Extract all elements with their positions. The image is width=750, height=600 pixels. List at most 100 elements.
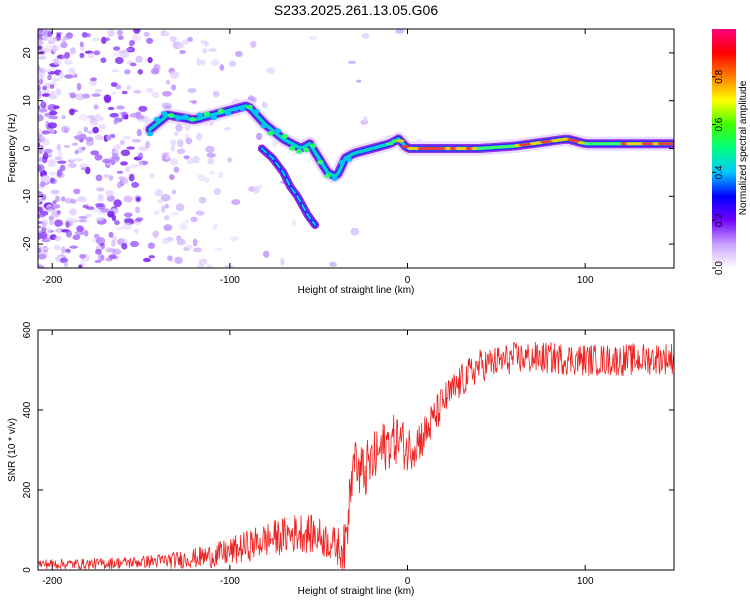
noise-blob [107, 29, 115, 37]
noise-blob [146, 37, 154, 45]
noise-blob [136, 128, 142, 137]
y-tick-label: 400 [22, 401, 33, 418]
colorbar-gradient [712, 29, 736, 268]
noise-blob [196, 58, 201, 66]
noise-blob [76, 82, 82, 91]
noise-blob [79, 41, 84, 47]
ridge-blob [203, 111, 210, 117]
noise-blob [56, 210, 61, 215]
noise-blob [129, 164, 140, 168]
noise-blob [169, 70, 180, 79]
colorbar-tick-label: 0.8 [714, 69, 725, 83]
noise-blob [59, 71, 64, 80]
noise-blob [73, 158, 83, 162]
noise-blob [38, 137, 41, 143]
noise-blob [108, 175, 114, 181]
noise-blob [229, 236, 239, 242]
ridge-hot-spot [401, 145, 410, 149]
noise-blob [64, 51, 71, 59]
noise-blob [63, 35, 72, 40]
ridge-blob [288, 145, 296, 151]
noise-blob [361, 32, 370, 39]
noise-blob [76, 225, 84, 232]
ridge-blob [182, 114, 189, 120]
noise-blob [60, 42, 68, 49]
noise-blob [88, 52, 95, 59]
noise-blob [360, 119, 369, 125]
noise-blob [113, 46, 121, 51]
noise-blob [94, 154, 103, 161]
noise-blob [154, 189, 163, 197]
noise-blob [95, 174, 103, 182]
noise-blob [175, 203, 185, 212]
noise-blob [70, 47, 76, 55]
noise-blob [49, 178, 57, 185]
noise-blob [181, 39, 189, 45]
noise-blob [200, 59, 206, 66]
noise-blob [51, 44, 61, 52]
noise-blob [39, 210, 49, 216]
noise-blob [137, 152, 144, 160]
noise-blob [80, 253, 90, 262]
noise-blob [39, 108, 48, 113]
x-tick-label: 100 [577, 275, 594, 286]
noise-blob [192, 247, 202, 253]
noise-blob [38, 29, 44, 34]
noise-blob [208, 48, 217, 52]
noise-blob [79, 163, 89, 168]
noise-blob [163, 31, 170, 37]
noise-blob [108, 231, 114, 238]
noise-blob [65, 249, 71, 254]
ridge-blob [153, 117, 161, 122]
spectrogram-y-label: Frequency (Hz) [7, 114, 18, 183]
noise-blob [107, 106, 115, 111]
noise-blob [61, 114, 66, 120]
ridge-blob [224, 111, 232, 116]
noise-blob [38, 165, 43, 172]
noise-blob [52, 78, 61, 82]
noise-blob [169, 158, 179, 166]
noise-blob [52, 36, 62, 42]
noise-blob [64, 74, 74, 79]
noise-blob [85, 136, 94, 142]
noise-blob [38, 56, 47, 60]
noise-blob [38, 152, 41, 157]
ridge-blob [310, 143, 317, 149]
noise-blob [94, 88, 103, 93]
noise-blob [192, 238, 198, 247]
noise-blob [41, 130, 51, 135]
noise-blob [130, 62, 137, 67]
noise-blob [185, 137, 193, 145]
noise-blob [52, 200, 57, 205]
noise-blob [206, 264, 213, 268]
noise-blob [169, 174, 175, 181]
noise-blob [162, 91, 172, 97]
noise-blob [38, 157, 43, 162]
noise-blob [84, 50, 94, 54]
noise-blob [145, 140, 151, 149]
noise-blob [93, 104, 99, 110]
noise-blob [38, 49, 44, 54]
noise-blob [135, 111, 142, 116]
y-tick-label: 20 [22, 47, 33, 59]
ridge-blob [253, 109, 260, 114]
x-tick-label: -200 [42, 576, 62, 587]
noise-blob [49, 110, 58, 116]
noise-blob [49, 220, 54, 226]
noise-blob [206, 152, 216, 158]
noise-blob [187, 37, 193, 42]
noise-blob [170, 139, 177, 146]
noise-blob [74, 230, 85, 236]
noise-blob [167, 255, 173, 261]
noise-blob [174, 256, 183, 265]
noise-blob [175, 123, 183, 132]
noise-blob [100, 208, 110, 213]
noise-blob [69, 208, 77, 216]
noise-blob [110, 133, 116, 139]
noise-blob [40, 181, 46, 188]
noise-blob [209, 170, 215, 175]
noise-blob [176, 235, 182, 242]
noise-blob [179, 50, 186, 55]
noise-blob [95, 248, 102, 255]
